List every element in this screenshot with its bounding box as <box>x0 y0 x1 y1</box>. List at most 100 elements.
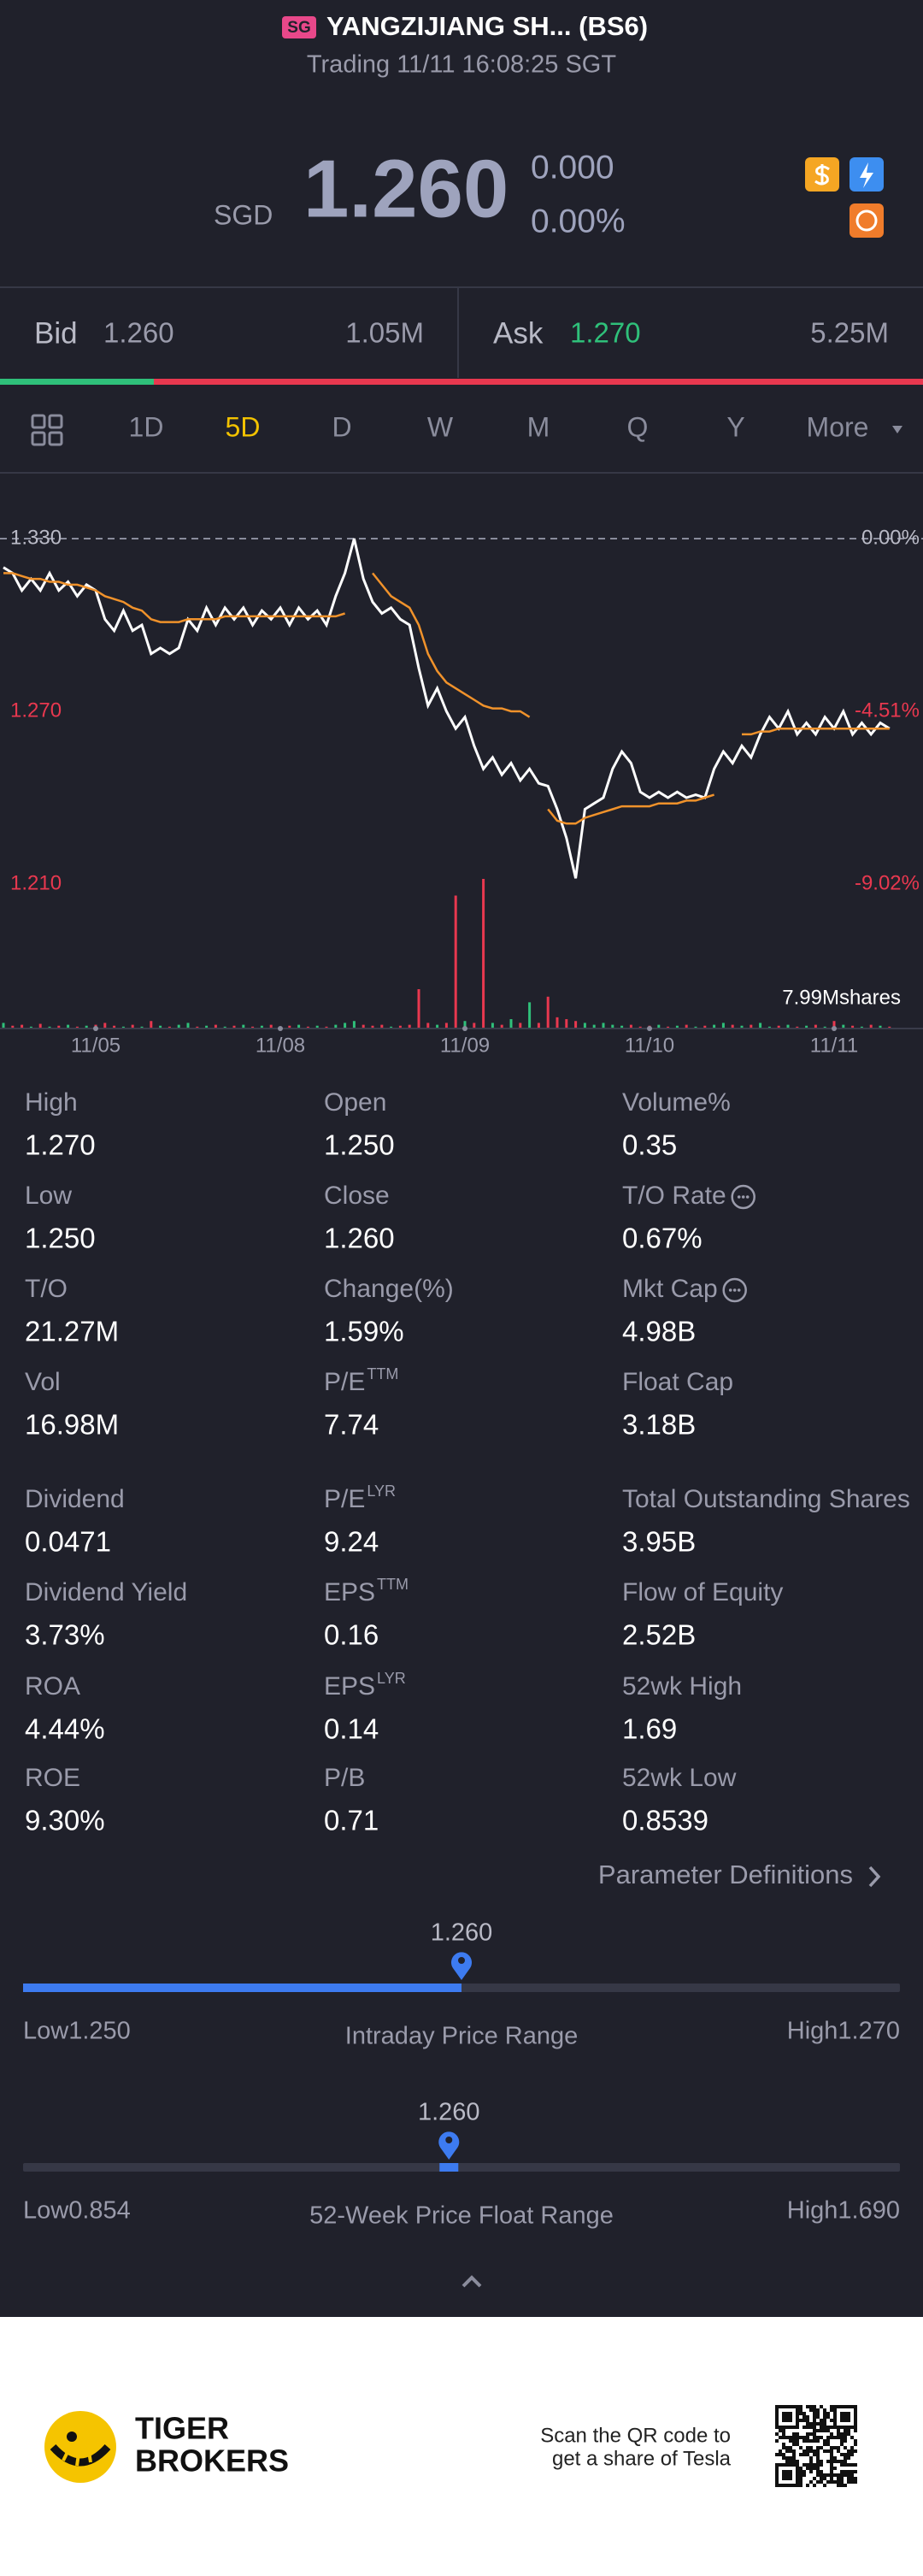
qr-cell <box>785 2436 789 2439</box>
qr-cell <box>775 2412 779 2415</box>
qr-cell <box>840 2443 844 2446</box>
stat-label: Float Cap <box>622 1368 733 1396</box>
period-tab[interactable]: M <box>527 411 550 442</box>
qr-cell <box>792 2449 796 2453</box>
icon <box>48 431 63 446</box>
qr-cell <box>796 2473 799 2477</box>
qr-cell <box>796 2405 799 2408</box>
volume-bar <box>251 1026 255 1029</box>
qr-cell <box>806 2439 809 2443</box>
qr-cell <box>789 2446 792 2449</box>
ask-price: 1.270 <box>570 317 641 349</box>
qr-cell <box>813 2463 816 2467</box>
qr-cell <box>775 2405 779 2408</box>
volume-bar <box>57 1025 61 1029</box>
qr-cell <box>830 2480 833 2484</box>
qr-cell <box>785 2412 789 2415</box>
collapse-chevron[interactable] <box>462 2275 482 2288</box>
volume-bar <box>740 1025 744 1029</box>
volume-bar <box>814 1024 817 1029</box>
qr-cell <box>820 2470 823 2473</box>
qr-cell <box>833 2419 837 2422</box>
info-icon-dot <box>728 1288 732 1292</box>
qr-cell <box>830 2436 833 2439</box>
qr-cell <box>806 2463 809 2467</box>
period-tab[interactable]: W <box>427 411 454 442</box>
qr-cell <box>847 2473 850 2477</box>
qr-cell <box>844 2460 847 2463</box>
period-tab[interactable]: More <box>807 411 869 442</box>
stat-label: ROE <box>25 1764 80 1792</box>
qr-cell <box>799 2408 802 2412</box>
qr-cell <box>823 2422 826 2426</box>
volume-bar <box>223 1026 226 1029</box>
volume-bar <box>334 1024 338 1029</box>
alert-icons[interactable] <box>805 157 884 238</box>
volume-bar <box>426 1023 430 1029</box>
y-tick-label: 1.210 <box>10 871 62 894</box>
qr-cell <box>796 2412 799 2415</box>
qr-cell <box>854 2412 857 2415</box>
qr-cell <box>823 2419 826 2422</box>
volume-bar <box>11 1025 15 1029</box>
qr-cell <box>830 2419 833 2422</box>
volume-bar <box>352 1021 356 1029</box>
qr-cell <box>844 2426 847 2429</box>
qr-cell <box>785 2463 789 2467</box>
stat-value: 3.73% <box>25 1619 105 1651</box>
qr-cell <box>799 2419 802 2422</box>
qr-cell <box>792 2436 796 2439</box>
qr-cell <box>816 2460 820 2463</box>
layout-icon[interactable] <box>31 414 63 446</box>
stat-label: EPS <box>324 1672 375 1701</box>
qr-cell <box>785 2449 789 2453</box>
definitions-link[interactable]: Parameter Definitions <box>598 1860 853 1889</box>
qr-cell <box>785 2473 789 2477</box>
period-tab[interactable]: 5D <box>226 411 261 442</box>
stat-label-sup: LYR <box>367 1483 396 1500</box>
qr-cell <box>813 2477 816 2480</box>
volume-bar <box>29 1026 32 1029</box>
qr-cell <box>809 2480 813 2484</box>
period-tab[interactable]: D <box>332 411 351 442</box>
range-title: Intraday Price Range <box>345 2023 578 2050</box>
qr-cell <box>782 2446 785 2449</box>
qr-cell <box>840 2426 844 2429</box>
qr-cell <box>816 2449 820 2453</box>
qr-cell <box>799 2470 802 2473</box>
promo-text: Scan the QR code to <box>540 2424 731 2447</box>
qr-cell <box>850 2449 854 2453</box>
volume-bar <box>620 1025 624 1029</box>
currency: SGD <box>214 199 273 230</box>
icon <box>31 414 46 429</box>
qr-cell <box>830 2426 833 2429</box>
volume-bar <box>694 1026 697 1029</box>
qr-cell <box>785 2426 789 2429</box>
stat-label: ROA <box>25 1672 80 1701</box>
qr-cell <box>823 2484 826 2487</box>
qr-cell <box>782 2415 785 2419</box>
volume-bar <box>583 1023 586 1029</box>
qr-cell <box>816 2456 820 2460</box>
ask-size: 5.25M <box>810 317 889 349</box>
qr-cell <box>796 2439 799 2443</box>
period-tab[interactable]: Q <box>627 411 649 442</box>
qr-cell <box>850 2473 854 2477</box>
qr-cell <box>854 2422 857 2426</box>
qr-cell <box>799 2436 802 2439</box>
volume-bar <box>463 1021 467 1029</box>
stat-value: 7.74 <box>324 1409 379 1441</box>
icon[interactable] <box>850 203 884 238</box>
info-icon-dot <box>732 1288 737 1292</box>
period-tab[interactable]: Y <box>726 411 744 442</box>
qr-cell <box>833 2467 837 2470</box>
period-tab[interactable]: 1D <box>129 411 164 442</box>
qr-cell <box>816 2422 820 2426</box>
qr-cell <box>782 2473 785 2477</box>
volume-bar <box>205 1025 209 1029</box>
qr-cell <box>782 2443 785 2446</box>
qr-cell <box>813 2419 816 2422</box>
x-tick-dot <box>93 1026 98 1031</box>
qr-cell <box>796 2467 799 2470</box>
qr-cell <box>840 2419 844 2422</box>
